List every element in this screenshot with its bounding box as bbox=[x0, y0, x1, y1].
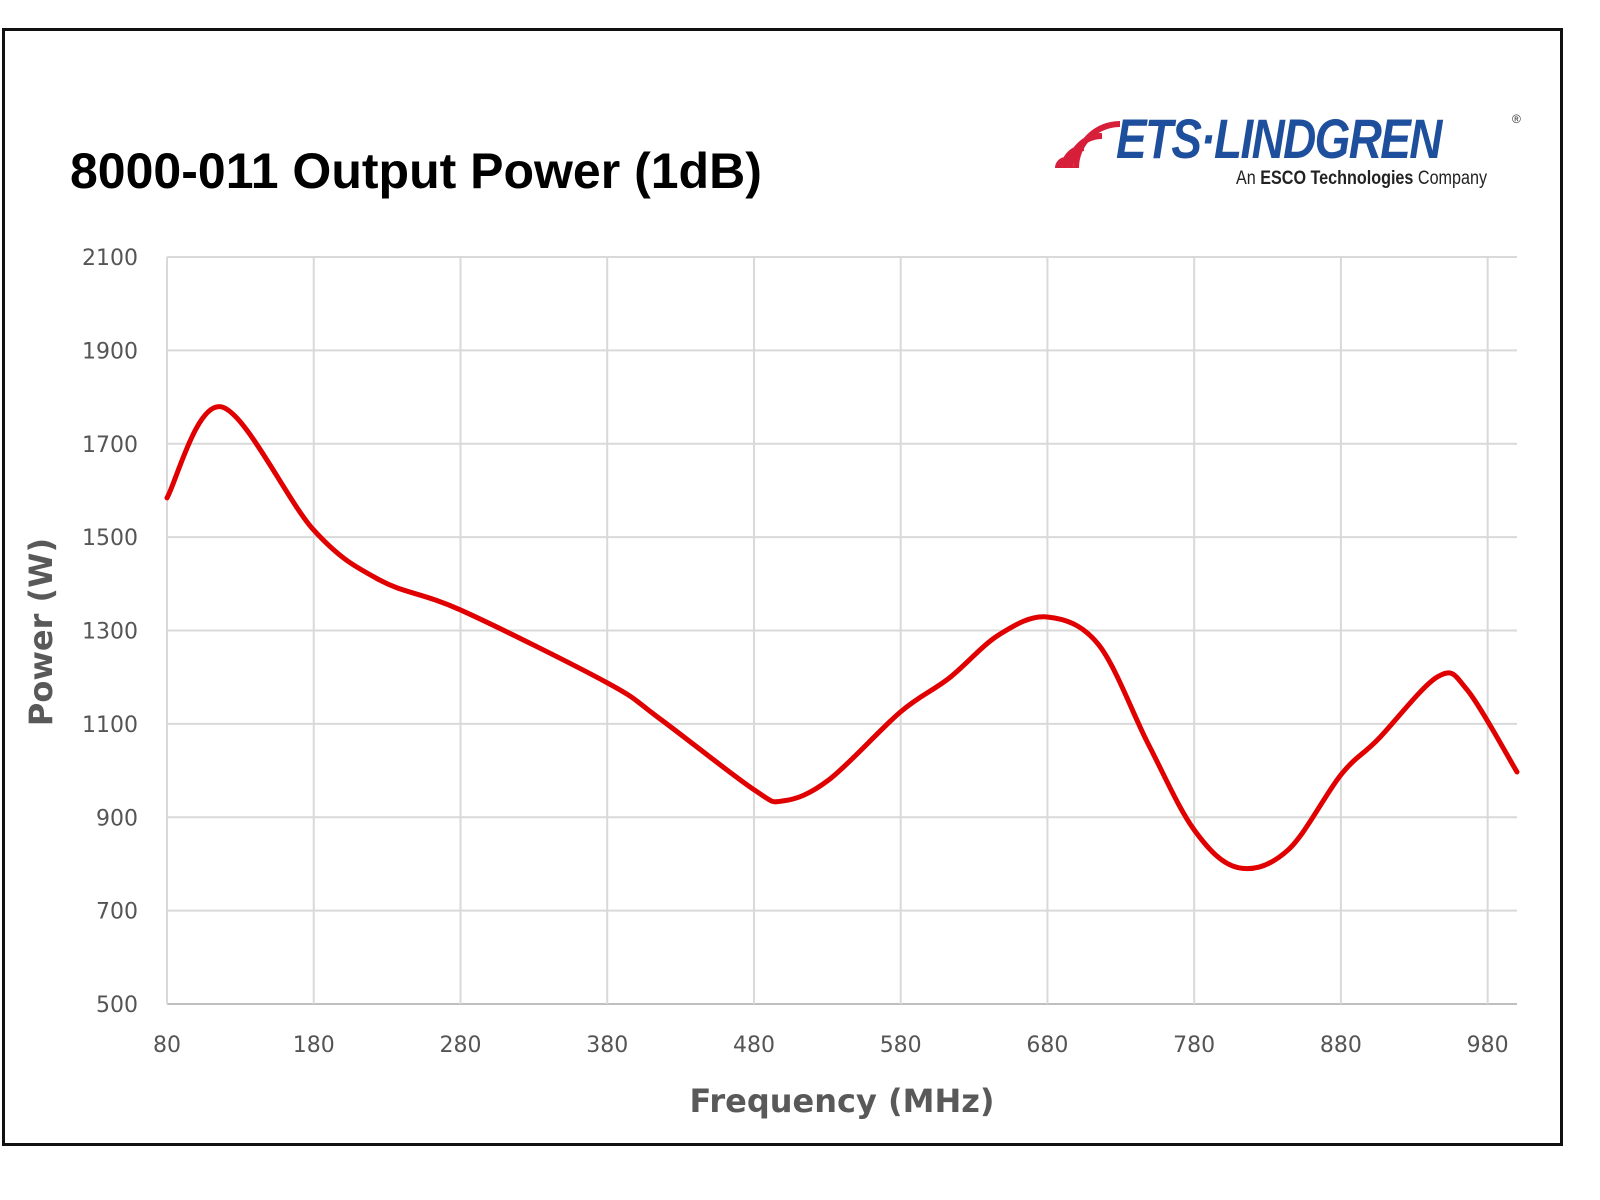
y-tick-label: 1900 bbox=[82, 339, 138, 364]
y-tick-label: 2100 bbox=[82, 246, 138, 271]
x-tick-label: 280 bbox=[439, 1033, 481, 1058]
x-tick-label: 480 bbox=[733, 1033, 775, 1058]
y-tick-label: 700 bbox=[96, 900, 138, 925]
logo-tagline-prefix: An bbox=[1236, 168, 1256, 189]
logo-tagline-bold: ESCO Technologies bbox=[1260, 168, 1414, 189]
x-tick-label: 80 bbox=[153, 1033, 181, 1058]
x-tick-label: 680 bbox=[1026, 1033, 1068, 1058]
y-tick-label: 1300 bbox=[82, 620, 138, 645]
axis-ticks: 500 700 900 1100 1300 1500 1700 1900 2100 80 180 28… bbox=[82, 246, 1509, 1058]
x-tick-label: 580 bbox=[880, 1033, 922, 1058]
company-logo: ETS·LINDGREN ® An ESCO Technologies Comp… bbox=[1054, 107, 1534, 197]
logo-tagline: An ESCO Technologies Company bbox=[1236, 168, 1487, 190]
x-tick-label: 980 bbox=[1467, 1033, 1509, 1058]
y-tick-label: 900 bbox=[96, 806, 138, 831]
x-axis-label: Frequency (MHz) bbox=[690, 1082, 995, 1120]
signal-waves-icon bbox=[1055, 121, 1121, 169]
y-tick-label: 500 bbox=[96, 993, 138, 1018]
y-axis-label: Power (W) bbox=[22, 538, 60, 726]
y-tick-label: 1100 bbox=[82, 713, 138, 738]
logo-tagline-suffix: Company bbox=[1417, 168, 1488, 189]
x-tick-label: 180 bbox=[293, 1033, 335, 1058]
y-tick-label: 1700 bbox=[82, 433, 138, 458]
x-tick-label: 380 bbox=[586, 1033, 628, 1058]
series-line-output-power bbox=[164, 404, 1520, 872]
chart-frame bbox=[2, 28, 1563, 1146]
chart-grid bbox=[166, 256, 1517, 1005]
logo-brand-text: ETS·LINDGREN bbox=[1116, 107, 1442, 170]
registered-mark: ® bbox=[1512, 112, 1521, 126]
chart-title: 8000-011 Output Power (1dB) bbox=[70, 143, 762, 199]
x-tick-label: 780 bbox=[1173, 1033, 1215, 1058]
y-tick-label: 1500 bbox=[82, 526, 138, 551]
x-tick-label: 880 bbox=[1320, 1033, 1362, 1058]
